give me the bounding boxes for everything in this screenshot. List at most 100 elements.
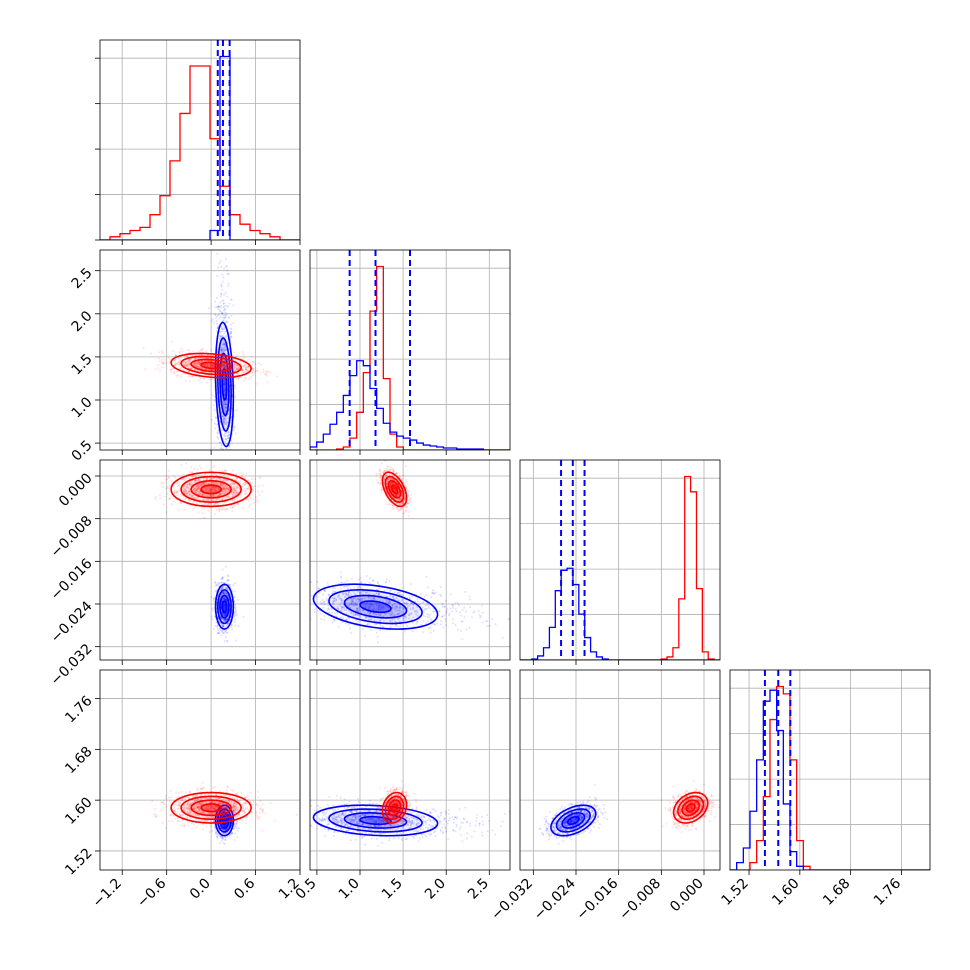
blue-point (224, 410, 227, 413)
red-point (256, 498, 259, 501)
blue-point (360, 597, 363, 600)
blue-point (282, 586, 284, 588)
blue-point (444, 618, 447, 621)
blue-point (224, 343, 227, 346)
blue-point (218, 330, 221, 333)
blue-point (225, 586, 228, 589)
blue-point (307, 580, 309, 582)
red-point (231, 499, 234, 502)
blue-point (214, 590, 217, 593)
red-point (237, 491, 240, 494)
red-point (231, 510, 234, 513)
blue-point (223, 432, 226, 435)
blue-point (221, 576, 224, 579)
red-point (234, 498, 237, 501)
blue-point (222, 403, 225, 406)
red-point (234, 368, 237, 371)
red-point (164, 474, 167, 477)
red-point (197, 478, 200, 481)
red-point (177, 357, 180, 360)
red-point (182, 488, 185, 491)
red-point (177, 361, 180, 364)
blue-point (222, 618, 225, 621)
blue-point (220, 444, 223, 447)
blue-point (215, 317, 218, 320)
red-point (232, 505, 235, 508)
red-point (209, 489, 212, 492)
blue-point (219, 292, 222, 295)
red-point (252, 367, 255, 370)
red-point (222, 487, 225, 490)
red-point (167, 470, 170, 473)
blue-point (372, 579, 375, 582)
red-point (182, 489, 185, 492)
red-point (212, 466, 215, 469)
blue-point (353, 601, 356, 604)
red-point (235, 486, 238, 489)
red-point (252, 360, 255, 363)
red-point (233, 482, 236, 485)
red-point (206, 485, 209, 488)
red-point (201, 494, 204, 497)
blue-point (223, 619, 226, 622)
red-point (205, 486, 208, 489)
blue-point (224, 618, 227, 621)
red-point (232, 351, 235, 354)
red-point (230, 471, 233, 474)
red-point (204, 364, 207, 367)
blue-point (224, 381, 227, 384)
blue-point (224, 598, 227, 601)
red-point (173, 491, 176, 494)
blue-point (348, 602, 351, 605)
red-point (188, 360, 191, 363)
red-point (218, 497, 221, 500)
red-point (203, 486, 206, 489)
blue-point (234, 395, 237, 398)
red-point (160, 361, 163, 364)
red-point (196, 365, 199, 368)
red-point (206, 363, 209, 366)
red-point (184, 362, 187, 365)
blue-point (226, 434, 229, 437)
red-point (187, 499, 190, 502)
red-point (255, 369, 258, 372)
blue-point (431, 589, 434, 592)
red-point (233, 487, 236, 490)
blue-point (222, 405, 225, 408)
red-point (244, 366, 247, 369)
red-point (201, 482, 204, 485)
blue-point (214, 427, 217, 430)
blue-point (215, 322, 218, 325)
blue-point (223, 425, 226, 428)
blue-point (223, 407, 226, 410)
red-point (186, 492, 189, 495)
red-point (212, 494, 215, 497)
red-point (164, 487, 167, 490)
red-point (225, 367, 228, 370)
blue-point (226, 431, 229, 434)
red-point (198, 363, 201, 366)
red-point (174, 364, 177, 367)
red-point (223, 487, 226, 490)
red-point (235, 491, 238, 494)
blue-point (385, 588, 388, 591)
blue-point (384, 598, 387, 601)
red-point (250, 371, 253, 374)
blue-point (300, 595, 302, 597)
blue-point (224, 613, 227, 616)
red-point (222, 487, 225, 490)
red-point (204, 489, 207, 492)
blue-point (330, 607, 333, 610)
red-point (210, 481, 213, 484)
red-point (174, 358, 177, 361)
red-point (229, 506, 232, 509)
blue-point (375, 592, 378, 595)
blue-point (464, 590, 467, 593)
red-point (250, 478, 253, 481)
blue-point (326, 599, 329, 602)
red-point (189, 484, 192, 487)
blue-point (422, 620, 425, 623)
blue-point (223, 597, 226, 600)
red-point (187, 494, 190, 497)
red-point (212, 364, 215, 367)
